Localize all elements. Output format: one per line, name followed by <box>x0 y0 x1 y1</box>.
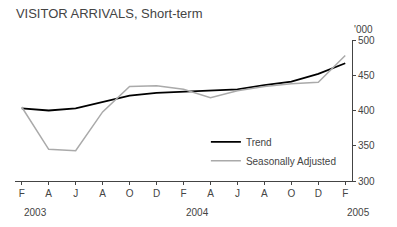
svg-text:D: D <box>315 188 322 199</box>
svg-text:J: J <box>235 188 240 199</box>
svg-text:F: F <box>342 188 348 199</box>
svg-text:Trend: Trend <box>246 137 272 148</box>
svg-text:VISITOR ARRIVALS, Short-term: VISITOR ARRIVALS, Short-term <box>16 6 203 21</box>
svg-text:A: A <box>207 188 214 199</box>
svg-text:O: O <box>126 188 134 199</box>
svg-text:2005: 2005 <box>347 207 370 218</box>
svg-text:F: F <box>19 188 25 199</box>
svg-text:A: A <box>45 188 52 199</box>
svg-text:D: D <box>153 188 160 199</box>
svg-text:300: 300 <box>358 176 375 187</box>
svg-text:450: 450 <box>358 70 375 81</box>
svg-text:J: J <box>73 188 78 199</box>
svg-text:A: A <box>261 188 268 199</box>
svg-text:2004: 2004 <box>186 207 209 218</box>
svg-text:Seasonally Adjusted: Seasonally Adjusted <box>246 156 336 167</box>
svg-text:500: 500 <box>358 35 375 46</box>
svg-text:400: 400 <box>358 105 375 116</box>
svg-text:2003: 2003 <box>24 207 47 218</box>
svg-text:'000: '000 <box>354 24 373 35</box>
svg-text:F: F <box>180 188 186 199</box>
svg-text:A: A <box>99 188 106 199</box>
svg-text:350: 350 <box>358 140 375 151</box>
svg-text:O: O <box>287 188 295 199</box>
